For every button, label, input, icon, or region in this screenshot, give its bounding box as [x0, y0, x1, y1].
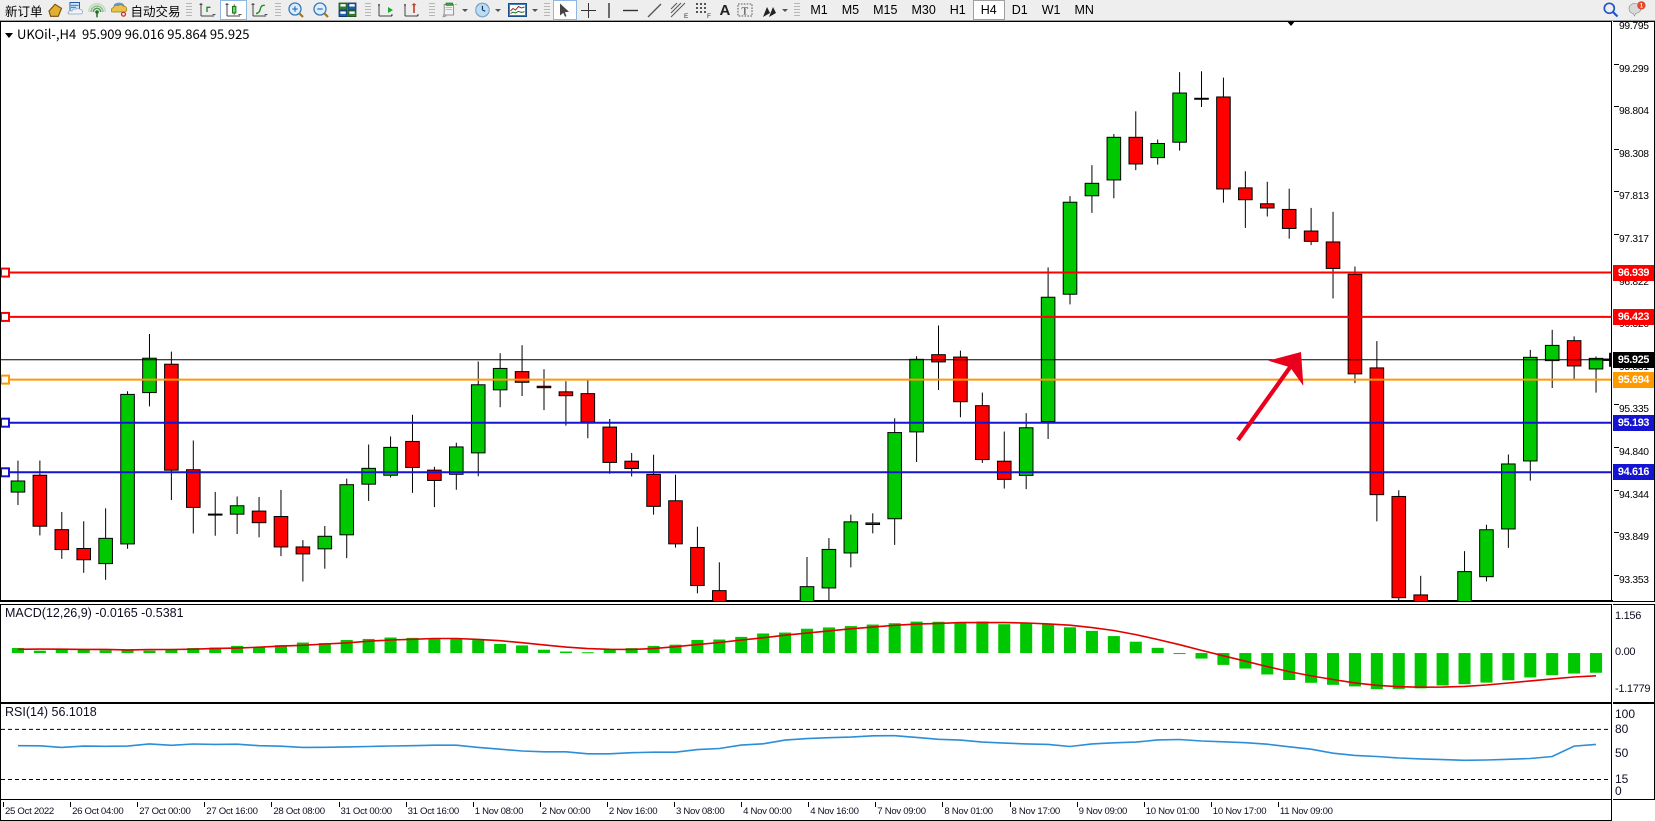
svg-text:T: T	[742, 5, 749, 17]
svg-text:E: E	[684, 13, 689, 19]
svg-text:F: F	[707, 13, 711, 19]
